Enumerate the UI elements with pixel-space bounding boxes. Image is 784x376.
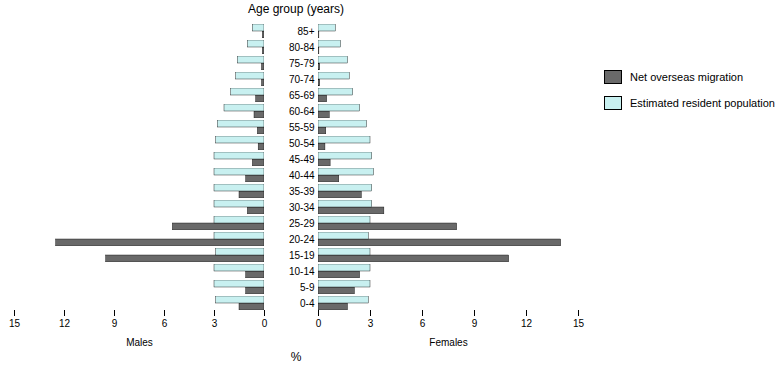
svg-text:75-79: 75-79 xyxy=(289,58,315,69)
svg-text:60-64: 60-64 xyxy=(289,106,315,117)
svg-text:9: 9 xyxy=(112,318,118,329)
svg-text:Females: Females xyxy=(429,337,467,348)
svg-text:35-39: 35-39 xyxy=(289,186,315,197)
svg-text:10-14: 10-14 xyxy=(289,266,315,277)
svg-text:Males: Males xyxy=(126,337,153,348)
svg-text:0: 0 xyxy=(262,318,268,329)
svg-text:30-34: 30-34 xyxy=(289,202,315,213)
svg-text:15: 15 xyxy=(9,318,21,329)
svg-text:3: 3 xyxy=(212,318,218,329)
svg-text:15: 15 xyxy=(573,318,585,329)
svg-text:15-19: 15-19 xyxy=(289,250,315,261)
svg-text:55-59: 55-59 xyxy=(289,122,315,133)
html-text:Age group (years): Age group (years) xyxy=(248,2,344,16)
svg-text:0: 0 xyxy=(316,318,322,329)
svg-text:3: 3 xyxy=(368,318,374,329)
svg-text:12: 12 xyxy=(59,318,71,329)
svg-text:40-44: 40-44 xyxy=(289,170,315,181)
svg-text:9: 9 xyxy=(472,318,478,329)
svg-text:20-24: 20-24 xyxy=(289,234,315,245)
svg-text:70-74: 70-74 xyxy=(289,74,315,85)
svg-text:80-84: 80-84 xyxy=(289,42,315,53)
svg-text:6: 6 xyxy=(420,318,426,329)
svg-text:50-54: 50-54 xyxy=(289,138,315,149)
svg-text:0-4: 0-4 xyxy=(300,298,315,309)
svg-text:6: 6 xyxy=(162,318,168,329)
html-text:Estimated resident population: Estimated resident population xyxy=(630,97,775,109)
svg-text:45-49: 45-49 xyxy=(289,154,315,165)
svg-text:5-9: 5-9 xyxy=(300,282,315,293)
svg-text:12: 12 xyxy=(521,318,533,329)
svg-text:85+: 85+ xyxy=(298,26,315,37)
svg-text:25-29: 25-29 xyxy=(289,218,315,229)
svg-text:65-69: 65-69 xyxy=(289,90,315,101)
html-text:Net overseas migration: Net overseas migration xyxy=(630,71,744,83)
